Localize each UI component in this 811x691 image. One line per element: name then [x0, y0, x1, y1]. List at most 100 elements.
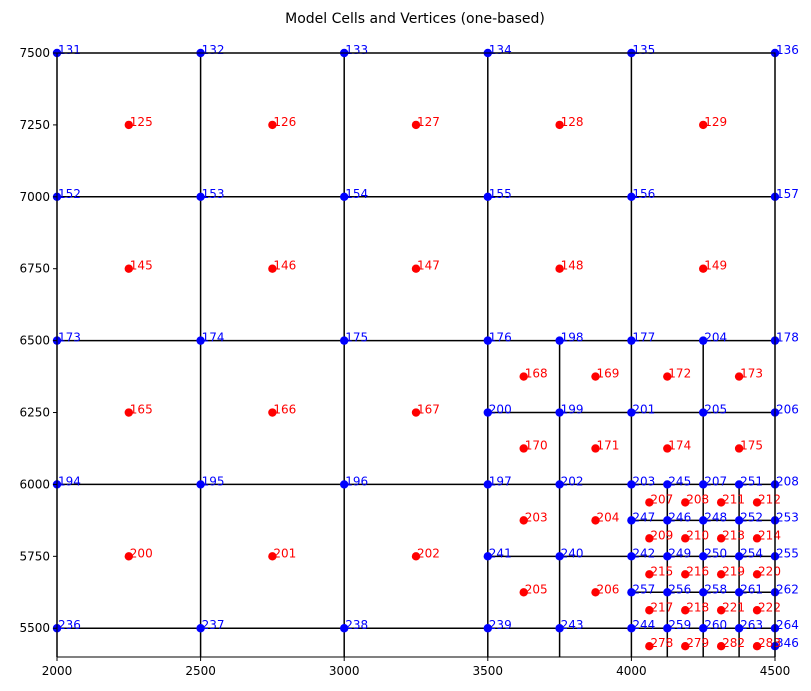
vertex-label: 157: [776, 187, 799, 201]
cell-label: 170: [525, 438, 548, 452]
cell-label: 221: [722, 600, 745, 614]
vertex-point: [734, 516, 744, 525]
y-tick-label: 6250: [19, 406, 50, 420]
vertex-label: 205: [704, 403, 727, 417]
vertex-label: 202: [561, 474, 584, 488]
vertex-label: 177: [632, 331, 655, 345]
vertex-point: [663, 624, 672, 633]
cell-point: [699, 120, 708, 130]
vertex-point: [340, 624, 349, 633]
cell-point: [591, 444, 600, 453]
cell-label: 220: [758, 564, 781, 578]
vertex-label: 134: [489, 43, 512, 57]
vertex-point: [663, 552, 672, 561]
cell-label: 149: [704, 259, 727, 273]
cell-point: [752, 498, 762, 507]
vertex-label: 259: [668, 618, 691, 632]
cell-point: [411, 408, 421, 417]
vertex-point: [699, 588, 708, 597]
cell-label: 174: [668, 438, 691, 452]
vertex-point: [627, 516, 636, 525]
y-tick-label: 7500: [19, 46, 50, 60]
cell-point: [591, 588, 600, 597]
cell-label: 211: [722, 492, 745, 506]
cell-label: 279: [686, 636, 709, 650]
cell-label: 129: [704, 115, 727, 129]
vertex-point: [699, 552, 708, 561]
vertex-label: 199: [561, 403, 584, 417]
cell-point: [752, 606, 762, 615]
vertex-label: 131: [58, 43, 81, 57]
cell-label: 282: [722, 636, 745, 650]
vertex-label: 155: [489, 187, 512, 201]
vertex-label: 263: [740, 618, 763, 632]
cell-point: [124, 552, 133, 561]
axes-frame: [56, 52, 776, 658]
vertex-point: [627, 408, 636, 417]
vertex-label: 255: [776, 546, 799, 560]
cell-label: 214: [758, 528, 781, 542]
vertex-label: 346: [776, 636, 799, 650]
cell-point: [681, 642, 690, 651]
cell-label: 147: [417, 259, 440, 273]
vertex-label: 247: [632, 510, 655, 524]
vertex-label: 176: [489, 331, 512, 345]
vertex-label: 154: [345, 187, 368, 201]
vertex-label: 254: [740, 546, 763, 560]
vertex-label: 173: [58, 331, 81, 345]
vertex-label: 208: [776, 474, 799, 488]
y-tick-label: 7250: [19, 118, 50, 132]
cell-point: [716, 570, 726, 579]
cell-point: [716, 534, 726, 543]
vertex-label: 197: [489, 474, 512, 488]
cell-point: [555, 264, 564, 273]
vertex-point: [663, 516, 672, 525]
cell-label: 218: [686, 600, 709, 614]
vertex-label: 262: [776, 582, 799, 596]
cell-point: [663, 372, 672, 381]
vertex-label: 207: [704, 474, 727, 488]
cell-label: 207: [650, 492, 673, 506]
cell-label: 215: [650, 564, 673, 578]
vertex-point: [699, 336, 708, 345]
vertex-label: 136: [776, 43, 799, 57]
cell-label: 209: [650, 528, 673, 542]
y-tick-label: 6500: [19, 334, 50, 348]
vertex-label: 251: [740, 474, 763, 488]
y-tick-label: 5750: [19, 549, 50, 563]
cell-point: [519, 372, 528, 381]
vertex-point: [627, 480, 636, 489]
vertex-label: 196: [345, 474, 368, 488]
cell-label: 165: [130, 403, 153, 417]
x-tick-label: 3500: [473, 664, 504, 678]
vertex-point: [483, 624, 492, 633]
cell-label: 278: [650, 636, 673, 650]
vertex-point: [483, 480, 492, 489]
vertex-point: [555, 624, 564, 633]
cell-point: [716, 498, 726, 507]
vertex-point: [196, 480, 205, 489]
vertex-point: [734, 552, 744, 561]
cell-label: 219: [722, 564, 745, 578]
cell-label: 128: [561, 115, 584, 129]
cell-label: 145: [130, 259, 153, 273]
cell-label: 204: [597, 510, 620, 524]
vertex-label: 245: [668, 474, 691, 488]
vertex-label: 248: [704, 510, 727, 524]
cell-point: [268, 120, 277, 130]
y-tick-label: 5500: [19, 621, 50, 635]
vertex-label: 249: [668, 546, 691, 560]
vertex-label: 252: [740, 510, 763, 524]
cell-label: 222: [758, 600, 781, 614]
vertex-point: [699, 624, 708, 633]
vertex-point: [196, 336, 205, 345]
vertex-point: [627, 192, 636, 202]
cell-point: [645, 570, 654, 579]
cell-point: [411, 264, 421, 273]
vertex-label: 238: [345, 618, 368, 632]
vertex-point: [196, 624, 205, 633]
vertex-label: 244: [632, 618, 655, 632]
cell-point: [752, 534, 762, 543]
vertex-point: [734, 480, 744, 489]
cell-label: 126: [273, 115, 296, 129]
